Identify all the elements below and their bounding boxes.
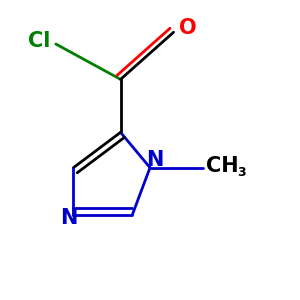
Text: 3: 3: [237, 167, 245, 179]
Text: N: N: [146, 150, 163, 170]
Text: O: O: [179, 18, 197, 38]
Text: Cl: Cl: [28, 31, 50, 51]
Text: N: N: [60, 208, 78, 228]
Text: CH: CH: [206, 156, 238, 176]
